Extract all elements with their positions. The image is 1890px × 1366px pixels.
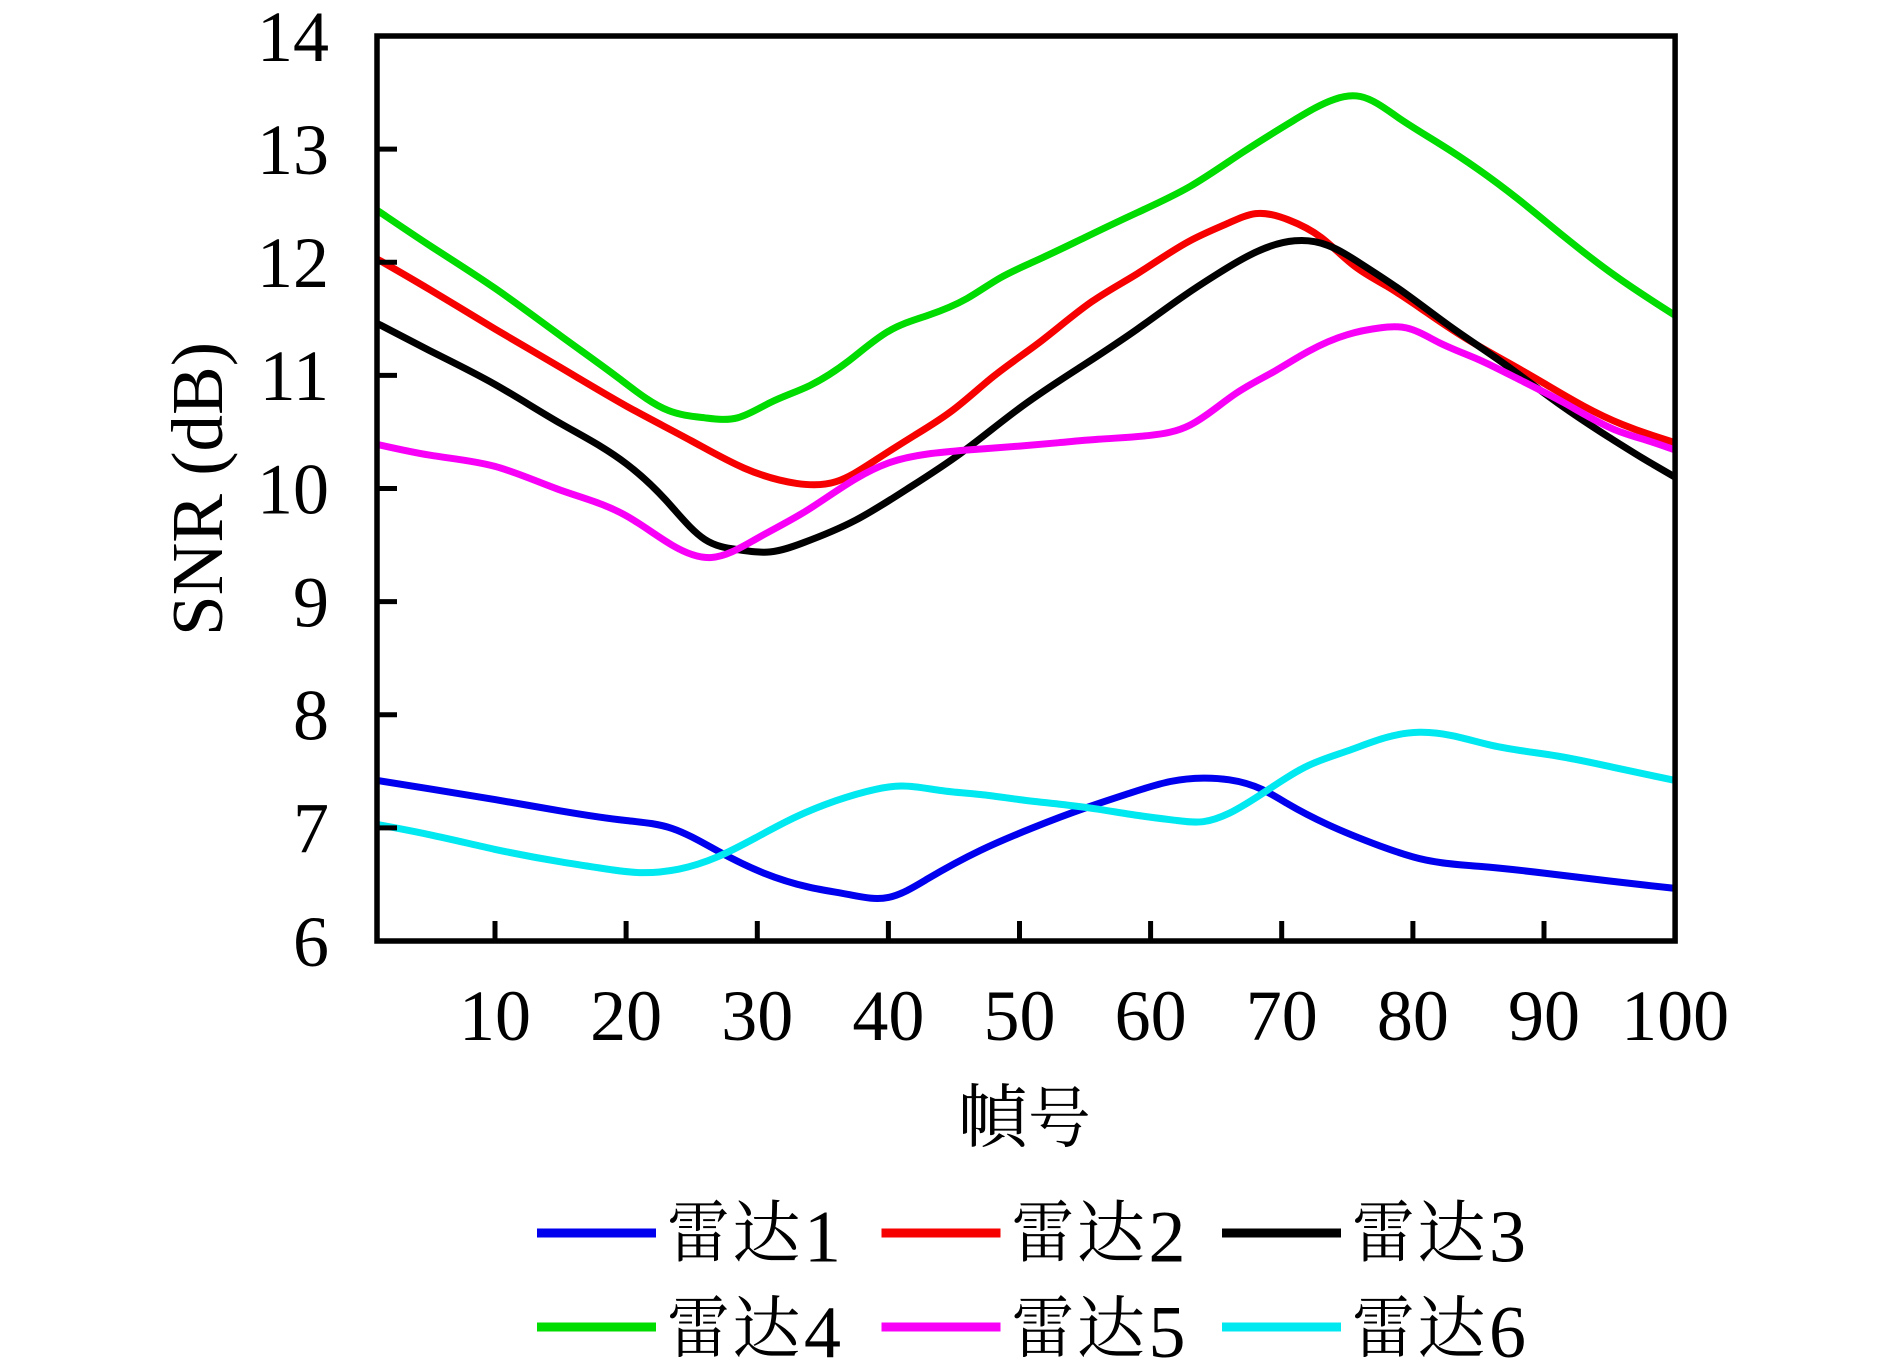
svg-text:12: 12 bbox=[257, 223, 329, 303]
svg-text:6: 6 bbox=[293, 902, 329, 982]
svg-text:SNR (dB): SNR (dB) bbox=[157, 342, 238, 636]
svg-text:30: 30 bbox=[721, 976, 793, 1056]
svg-text:80: 80 bbox=[1377, 976, 1449, 1056]
svg-text:90: 90 bbox=[1508, 976, 1580, 1056]
svg-text:70: 70 bbox=[1246, 976, 1318, 1056]
svg-text:13: 13 bbox=[257, 110, 329, 190]
svg-text:11: 11 bbox=[260, 336, 329, 416]
svg-text:4: 4 bbox=[804, 1292, 841, 1366]
svg-text:50: 50 bbox=[984, 976, 1056, 1056]
svg-text:9: 9 bbox=[293, 562, 329, 642]
svg-text:7: 7 bbox=[293, 789, 329, 869]
svg-text:1: 1 bbox=[804, 1197, 841, 1279]
svg-text:40: 40 bbox=[852, 976, 924, 1056]
svg-text:10: 10 bbox=[459, 976, 531, 1056]
svg-text:5: 5 bbox=[1149, 1292, 1186, 1366]
svg-text:8: 8 bbox=[293, 676, 329, 756]
svg-text:2: 2 bbox=[1149, 1197, 1186, 1279]
svg-text:3: 3 bbox=[1489, 1197, 1526, 1279]
svg-text:20: 20 bbox=[590, 976, 662, 1056]
svg-text:14: 14 bbox=[257, 0, 329, 77]
svg-text:10: 10 bbox=[257, 449, 329, 529]
svg-text:60: 60 bbox=[1115, 976, 1187, 1056]
svg-text:100: 100 bbox=[1621, 976, 1729, 1056]
svg-text:6: 6 bbox=[1489, 1292, 1526, 1366]
